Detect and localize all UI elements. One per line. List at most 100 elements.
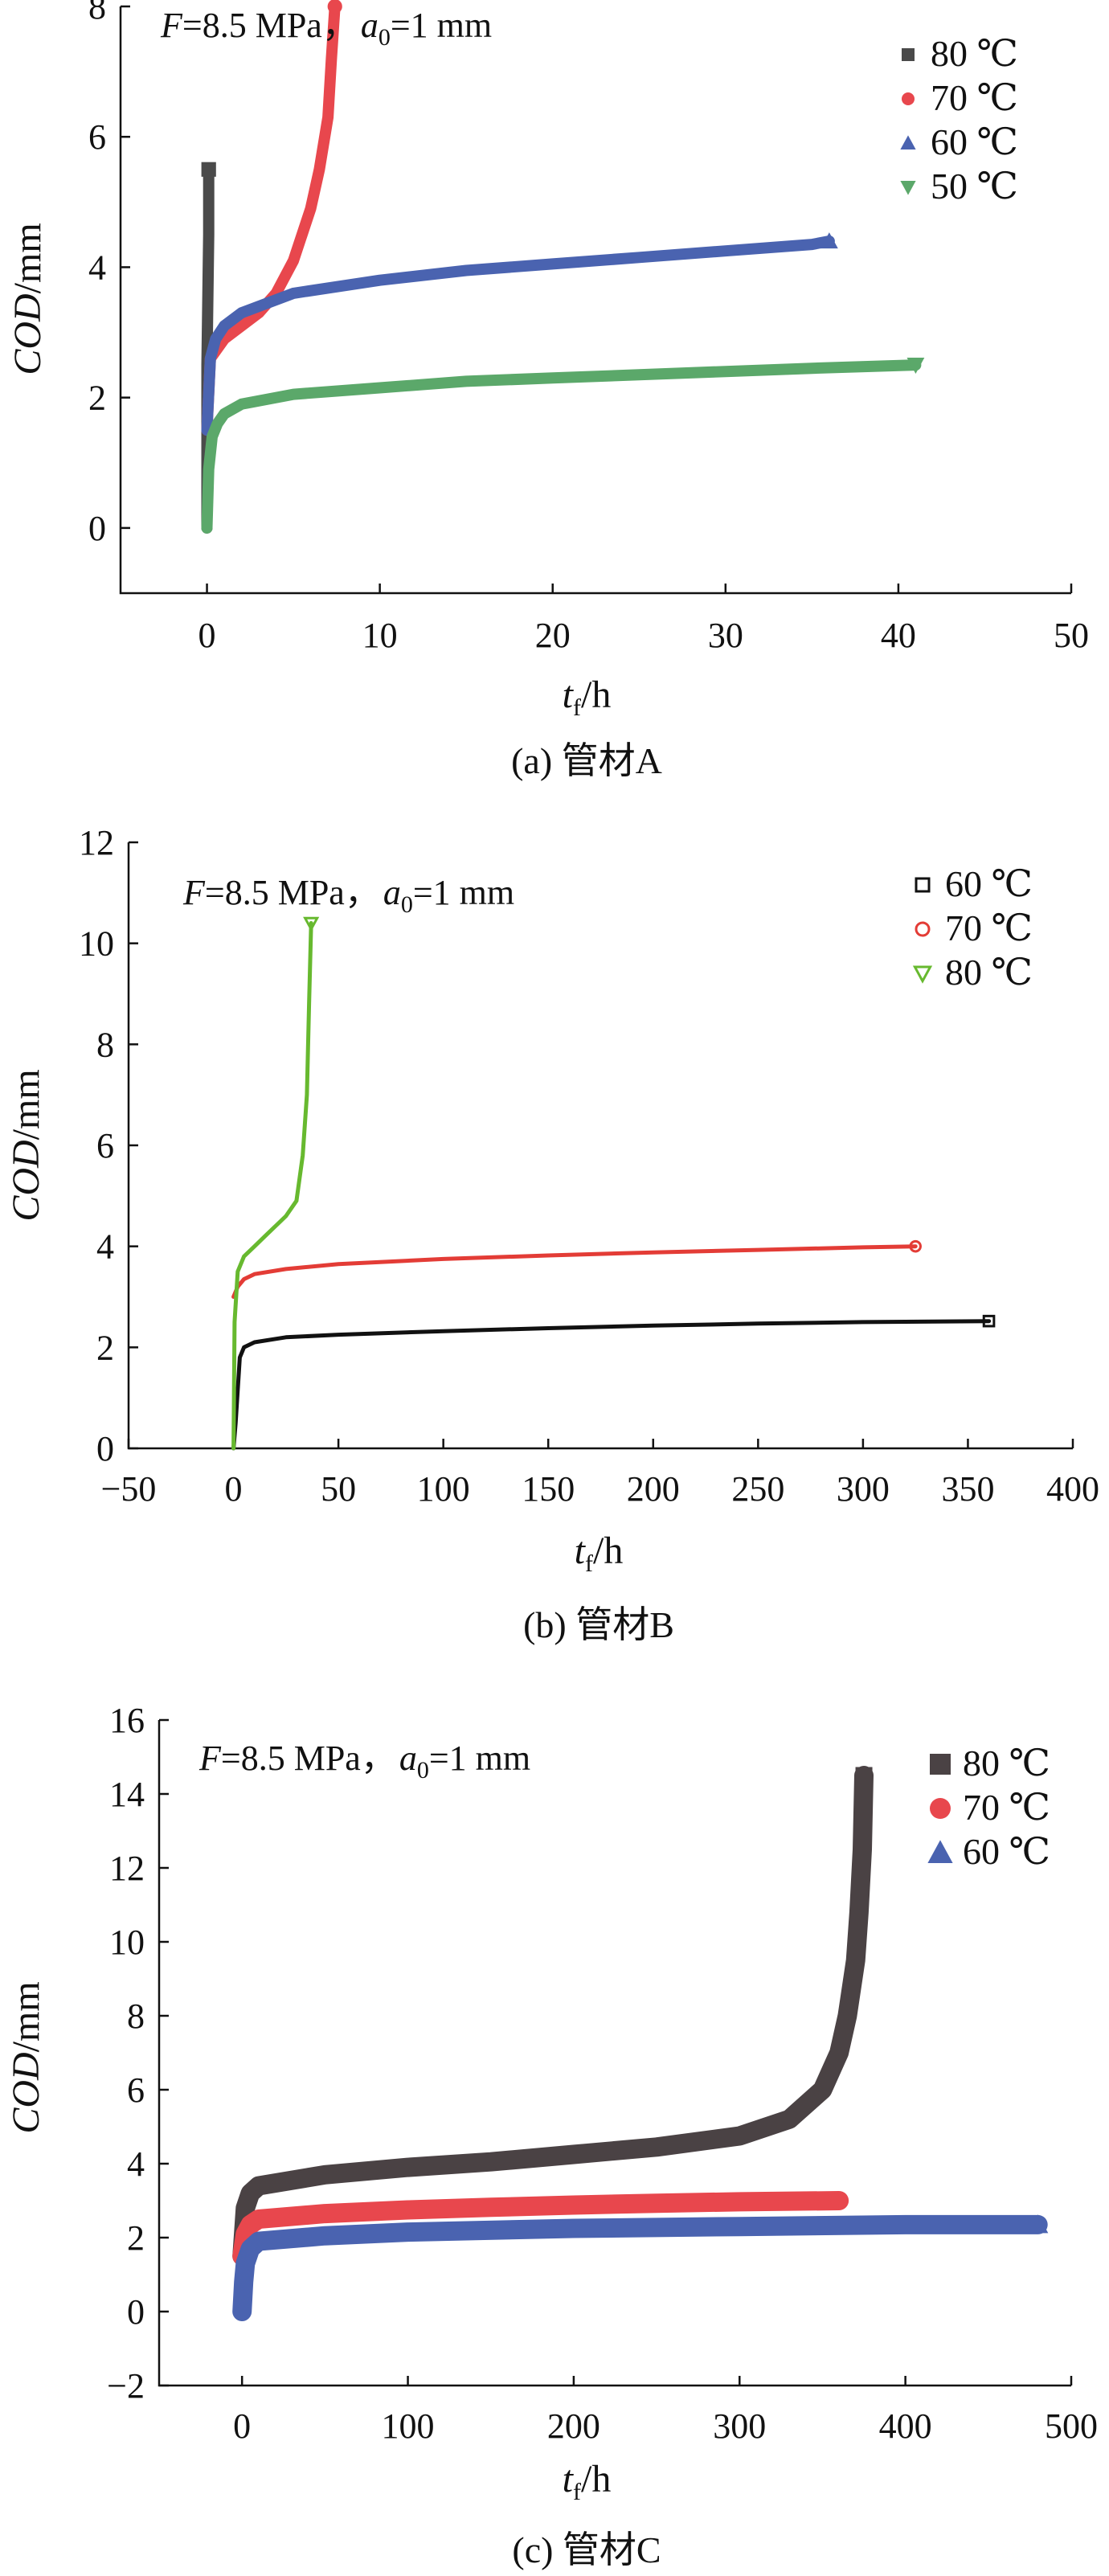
x-tick-label: 30 [708,616,743,655]
x-tick-label: 0 [198,616,216,655]
legend-1-label: 70 ℃ [945,907,1033,948]
chart-a-annotation-f: F [160,6,183,45]
legend-0-marker [902,48,915,61]
y-tick-label: 16 [109,1701,145,1740]
legend-1-marker [902,92,915,105]
chart-a-legend: 80 ℃70 ℃60 ℃50 ℃ [900,33,1018,207]
chart-a-xticks: 0 10 20 30 40 50 [198,584,1089,655]
x-tick-label: 100 [417,1469,470,1509]
y-tick-label: 6 [127,2070,145,2110]
chart-c-xlabel-main: t [563,2458,575,2500]
legend-1-label: 70 ℃ [963,1787,1050,1828]
chart-c-plot [232,1766,1049,2321]
chart-b-annotation-f: F [182,873,206,912]
legend-0-marker [915,877,931,893]
chart-a-yticks: 0 2 4 6 8 [88,0,130,548]
x-tick-label: 200 [547,2406,600,2446]
chart-a-ylabel-main: COD [6,293,49,375]
x-tick-label: 300 [713,2406,766,2446]
chart-a-xlabel: tf/h [563,674,612,721]
x-tick-label: 500 [1045,2406,1098,2446]
legend-1-marker [915,921,931,937]
series-3-line [201,359,922,534]
y-tick-label: 0 [127,2292,145,2332]
x-tick-label: 250 [731,1469,784,1509]
x-tick-label: 50 [321,1469,356,1509]
chart-a-annotation: F=8.5 MPa，a0=1 mm [160,6,492,51]
x-tick-label: 400 [1046,1469,1099,1509]
chart-b-xlabel-sub: f [585,1550,593,1577]
series-2-end-marker [1028,2214,1049,2234]
chart-c: −2 0 2 4 6 8 10 12 14 16 0 100 200 300 400 500 F=8.5 M… [5,1701,1098,2570]
y-tick-label: 2 [96,1328,114,1367]
chart-b-annotation-a-value: =1 mm [413,873,514,912]
y-tick-label: 0 [96,1429,114,1468]
series-2-line [232,2214,1048,2321]
chart-b-yticks: 0 2 4 6 8 10 12 [79,823,138,1468]
series-1-line [232,2191,849,2266]
y-tick-label: 8 [96,1025,114,1064]
chart-a-xlabel-sub: f [573,694,581,721]
legend-3-label: 50 ℃ [931,166,1018,207]
chart-b-plot [231,916,996,1451]
y-tick-label: 8 [88,0,106,27]
chart-a-annotation-f-value: =8.5 MPa， [182,6,358,45]
x-tick-label: 300 [837,1469,890,1509]
chart-c-annotation-f: F [198,1738,222,1778]
chart-c-annotation-a: a [399,1738,417,1778]
y-tick-label: 2 [88,379,106,418]
chart-b-frame [127,842,1073,1450]
y-tick-label: −2 [107,2366,145,2406]
series-2-line [231,921,313,1451]
chart-a-ylabel-unit: /mm [6,223,49,293]
x-tick-label: 200 [627,1469,680,1509]
y-tick-label: 6 [88,117,106,157]
chart-a-annotation-a-sub: 0 [379,24,391,51]
chart-c-yticks: −2 0 2 4 6 8 10 12 14 16 [107,1701,169,2406]
y-tick-label: 10 [109,1923,145,1962]
x-tick-label: −50 [101,1469,157,1509]
chart-b-xticks: −50 0 50 100 150 200 250 300 350 400 [101,1439,1099,1509]
y-tick-label: 4 [88,248,106,287]
chart-c-annotation-a-value: =1 mm [429,1738,530,1778]
x-tick-label: 0 [225,1469,243,1509]
chart-b-annotation-a-sub: 0 [401,891,413,918]
series-0-line [231,1319,992,1451]
x-tick-label: 350 [941,1469,994,1509]
legend-0-label: 80 ℃ [931,33,1018,74]
y-tick-label: 12 [79,823,114,862]
x-tick-label: 40 [881,616,916,655]
x-tick-label: 150 [522,1469,575,1509]
chart-c-legend: 80 ℃70 ℃60 ℃ [927,1743,1050,1872]
chart-b-xlabel-main: t [575,1530,587,1572]
chart-b-ylabel: COD/mm [5,1069,47,1221]
series-0-end-marker [982,1314,996,1328]
legend-1-marker [930,1798,951,1819]
chart-c-xlabel-sub: f [573,2479,581,2505]
series-1-line [201,1,341,436]
series-3-end-marker [906,358,925,375]
chart-c-xlabel: tf/h [563,2458,612,2505]
series-0-line [232,1766,874,2266]
chart-a-plot [201,0,925,534]
y-tick-label: 8 [127,1997,145,2036]
legend-0-marker [930,1754,951,1775]
series-1-line [231,1244,918,1299]
chart-c-xlabel-unit: /h [581,2458,611,2500]
legend-2-marker [912,965,933,984]
x-tick-label: 0 [233,2406,251,2446]
x-tick-label: 100 [382,2406,435,2446]
series-0-end-marker [201,162,216,177]
x-tick-label: 10 [362,616,398,655]
chart-a-annotation-a-value: =1 mm [391,6,492,45]
legend-3-marker [900,181,916,195]
chart-b-legend: 60 ℃70 ℃80 ℃ [912,863,1033,993]
chart-b-ylabel-main: COD [5,1140,47,1221]
chart-b-xlabel: tf/h [575,1530,624,1577]
x-tick-label: 50 [1054,616,1089,655]
legend-0-label: 60 ℃ [945,863,1033,904]
chart-a-caption: (a) 管材A [511,740,662,781]
series-0-end-marker [855,1767,873,1784]
chart-b-annotation: F=8.5 MPa，a0=1 mm [182,873,514,918]
